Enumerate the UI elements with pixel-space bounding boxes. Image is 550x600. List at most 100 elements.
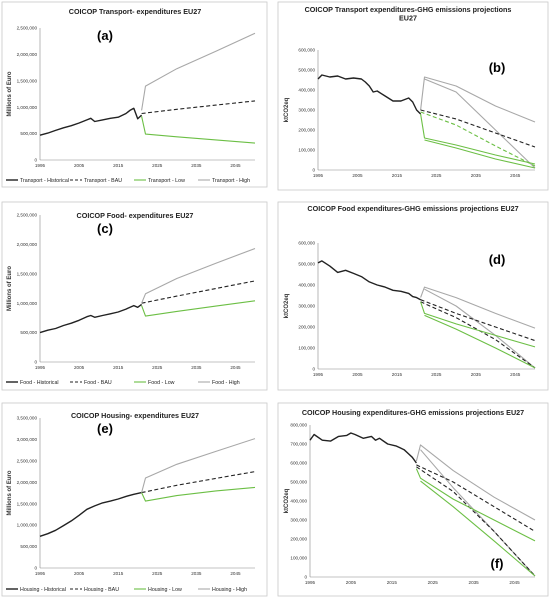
- series-line-low: [141, 486, 256, 502]
- x-tick-label: 1995: [35, 365, 46, 370]
- y-tick-label: 0: [34, 566, 37, 571]
- y-tick-label: 400,000: [298, 88, 315, 93]
- y-tick-label: 400,000: [290, 499, 307, 504]
- chart-title: COICOP Housing expenditures-GHG emission…: [302, 408, 524, 417]
- y-axis-label: Millions of Euro: [7, 266, 13, 311]
- series-line-historical: [39, 107, 143, 136]
- series-line-low: [420, 113, 536, 165]
- series-line-historical: [39, 491, 142, 537]
- panel-frame: [277, 402, 549, 597]
- panel-frame: [1, 1, 268, 188]
- x-tick-label: 1995: [35, 571, 46, 576]
- y-axis-label: Millions of Euro: [7, 470, 13, 515]
- x-tick-label: 2035: [471, 372, 482, 377]
- legend-label: Food - High: [212, 380, 240, 386]
- panel-frame: [277, 1, 549, 191]
- chart-panel-d: COICOP Food expenditures-GHG emissions p…: [277, 201, 549, 391]
- y-tick-label: 1,000,000: [17, 105, 38, 110]
- chart-legend: Housing - Historical Housing - BAU Housing…: [6, 587, 247, 593]
- x-tick-label: 1995: [305, 580, 316, 585]
- series-line-historical: [39, 303, 143, 334]
- y-tick-label: 0: [304, 575, 307, 580]
- series-line-bau: [416, 464, 536, 532]
- x-tick-label: 1995: [35, 163, 46, 168]
- x-tick-label: 2005: [74, 163, 85, 168]
- y-tick-label: 300,000: [298, 304, 315, 309]
- y-tick-label: 3,000,000: [17, 437, 38, 442]
- y-tick-label: 800,000: [290, 423, 307, 428]
- panel-label: (b): [489, 60, 506, 75]
- series-line-low: [420, 111, 536, 167]
- panel-frame: [1, 402, 268, 597]
- panel-label: (f): [491, 556, 504, 571]
- chart-panel-e: COICOP Housing- expenditures EU27 0 500,00…: [1, 402, 268, 597]
- y-tick-label: 400,000: [298, 283, 315, 288]
- series-line-bau: [141, 100, 256, 115]
- y-axis-label: ktCO2eq: [284, 488, 290, 513]
- y-tick-label: 300,000: [298, 108, 315, 113]
- x-tick-label: 2025: [152, 163, 163, 168]
- x-tick-label: 2005: [74, 571, 85, 576]
- x-tick-label: 1995: [313, 173, 324, 178]
- y-tick-label: 2,500,000: [17, 458, 38, 463]
- y-tick-label: 1,500,000: [17, 501, 38, 506]
- series-line-bau: [141, 280, 256, 304]
- series-line-low: [420, 480, 536, 577]
- y-tick-label: 2,500,000: [17, 213, 38, 218]
- chart-legend: Food - Historical Food - BAU Food - Low Foo…: [6, 380, 240, 386]
- chart-panel-f: COICOP Housing expenditures-GHG emission…: [277, 402, 549, 597]
- x-tick-label: 2045: [509, 580, 520, 585]
- y-tick-label: 500,000: [298, 262, 315, 267]
- x-tick-label: 1995: [313, 372, 324, 377]
- x-tick-label: 2005: [74, 365, 85, 370]
- series-line-bau: [420, 109, 536, 148]
- y-axis-label: Millions of Euro: [7, 71, 13, 116]
- y-tick-label: 300,000: [290, 518, 307, 523]
- series-line-high: [424, 78, 536, 169]
- y-tick-label: 0: [312, 168, 315, 173]
- x-tick-label: 2005: [346, 580, 357, 585]
- x-tick-label: 2015: [392, 173, 403, 178]
- y-axis-label: ktCO2eq: [284, 97, 290, 122]
- x-tick-label: 2025: [431, 372, 442, 377]
- y-tick-label: 2,500,000: [17, 26, 38, 31]
- series-line-low: [424, 314, 536, 369]
- panel-label: (d): [489, 252, 506, 267]
- x-tick-label: 2045: [510, 372, 521, 377]
- y-tick-label: 500,000: [298, 68, 315, 73]
- series-line-low: [420, 301, 536, 348]
- x-tick-label: 2045: [230, 365, 241, 370]
- x-tick-label: 2015: [113, 163, 124, 168]
- series-line-bau: [420, 301, 536, 369]
- y-tick-label: 1,500,000: [17, 78, 38, 83]
- legend-label: Transport - High: [212, 178, 250, 184]
- y-tick-label: 0: [34, 360, 37, 365]
- series-line-high: [415, 444, 536, 521]
- chart-title: COICOP Transport- expenditures EU27: [69, 7, 201, 16]
- panel-label: (e): [97, 421, 113, 436]
- x-tick-label: 2035: [191, 163, 202, 168]
- x-tick-label: 2005: [352, 372, 363, 377]
- panel-label: (a): [97, 28, 113, 43]
- chart-legend: Transport - Historical Transport - BAU Tra…: [6, 178, 250, 184]
- x-tick-label: 2035: [471, 173, 482, 178]
- x-tick-label: 2035: [191, 365, 202, 370]
- chart-title: COICOP Food expenditures-GHG emissions p…: [307, 204, 518, 213]
- series-line-high: [141, 247, 256, 304]
- y-tick-label: 100,000: [290, 556, 307, 561]
- series-line-low: [141, 116, 256, 144]
- y-tick-label: 500,000: [20, 131, 37, 136]
- title-line: COICOP Transport expenditures-GHG emissi…: [305, 5, 512, 14]
- legend-label: Food - Low: [148, 380, 175, 386]
- y-tick-label: 200,000: [298, 325, 315, 330]
- legend-label: Food - BAU: [84, 380, 112, 386]
- chart-title: COICOP Transport expenditures-GHG emissi…: [305, 5, 512, 23]
- x-tick-label: 2015: [113, 365, 124, 370]
- series-line-historical: [317, 260, 421, 301]
- series-line-historical: [317, 74, 422, 115]
- series-line-high: [141, 32, 256, 111]
- x-tick-label: 2025: [428, 580, 439, 585]
- y-tick-label: 200,000: [290, 537, 307, 542]
- y-tick-label: 500,000: [20, 544, 37, 549]
